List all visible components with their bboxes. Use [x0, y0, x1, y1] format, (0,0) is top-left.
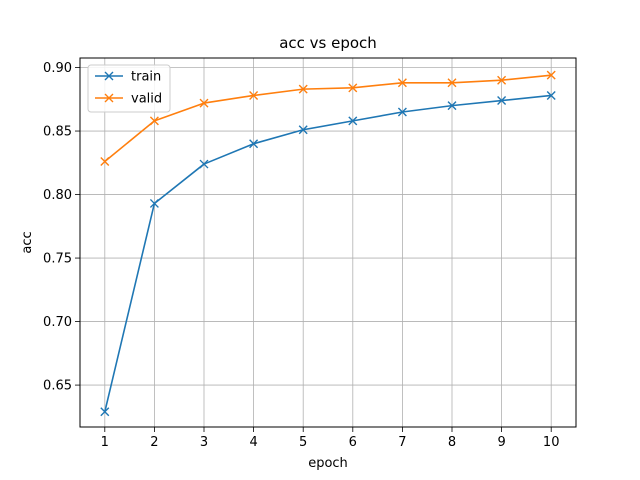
x-axis-ticks: 1 2 3 4 5 6 7 8 9 10 [101, 427, 560, 450]
series-valid [100, 70, 556, 167]
data-point-valid [249, 90, 259, 100]
y-tick-label: 0.65 [43, 379, 72, 394]
plot-frame [79, 57, 577, 428]
data-point-valid [447, 78, 457, 88]
data-point-train [397, 107, 407, 117]
data-point-train [249, 139, 259, 149]
y-tick-label: 0.90 [43, 61, 72, 76]
chart-title: acc vs epoch [279, 34, 377, 52]
legend-item-valid: valid [95, 92, 162, 107]
data-point-train [546, 90, 556, 100]
series-train [100, 90, 556, 417]
data-point-train [348, 116, 358, 126]
x-tick-label: 6 [349, 435, 357, 450]
x-tick-label: 5 [299, 435, 307, 450]
y-tick-label: 0.85 [43, 125, 72, 140]
x-tick-label: 10 [543, 435, 560, 450]
data-point-train [447, 101, 457, 111]
data-point-valid [298, 84, 308, 94]
data-point-train [100, 407, 110, 417]
x-tick-label: 1 [101, 435, 109, 450]
data-point-train [497, 96, 507, 106]
x-tick-label: 8 [448, 435, 456, 450]
x-tick-label: 9 [497, 435, 505, 450]
series-line-train [104, 94, 552, 412]
x-tick-label: 3 [200, 435, 208, 450]
y-axis-label: acc [20, 231, 35, 253]
x-tick-label: 4 [249, 435, 257, 450]
x-tick-label: 7 [398, 435, 406, 450]
x-axis-label: epoch [308, 456, 348, 471]
legend-label: valid [131, 92, 162, 107]
data-point-train [298, 125, 308, 135]
legend: train valid [87, 64, 171, 113]
y-axis-ticks: 0.65 0.70 0.75 0.80 0.85 0.90 [43, 61, 80, 394]
data-point-valid [348, 83, 358, 93]
y-tick-label: 0.70 [43, 315, 72, 330]
legend-marker [104, 71, 114, 81]
data-point-valid [546, 70, 556, 80]
series-layer [100, 70, 556, 417]
legend-item-train: train [95, 70, 161, 85]
data-point-train [149, 198, 159, 208]
y-tick-label: 0.75 [43, 252, 72, 267]
series-line-valid [104, 74, 552, 163]
y-tick-label: 0.80 [43, 188, 72, 203]
data-point-valid [497, 75, 507, 85]
data-point-train [199, 159, 209, 169]
grid-lines [80, 58, 576, 427]
data-point-valid [100, 157, 110, 167]
data-point-valid [199, 98, 209, 108]
x-tick-label: 2 [150, 435, 158, 450]
data-point-valid [397, 78, 407, 88]
legend-label: train [131, 70, 161, 85]
legend-marker [104, 93, 114, 103]
data-point-valid [149, 116, 159, 126]
